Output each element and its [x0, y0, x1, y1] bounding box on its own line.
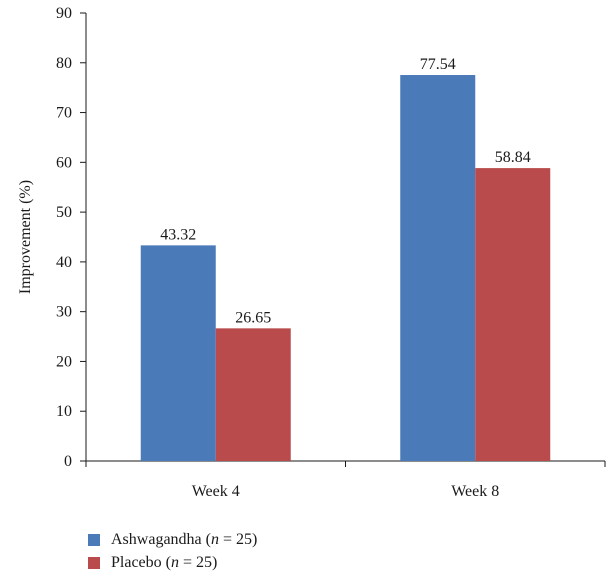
- legend-swatch: [88, 556, 100, 569]
- data-label: 26.65: [235, 309, 271, 326]
- bar: [215, 328, 291, 461]
- data-label: 77.54: [420, 56, 456, 73]
- x-tick-label: Week 8: [451, 483, 499, 500]
- bar-chart: 0 10 20 30 40 50 60 70 80 90 Week 4 Week 8 43.32 26…: [17, 5, 606, 500]
- data-label: 43.32: [160, 226, 196, 243]
- data-label: 58.84: [495, 149, 531, 166]
- data-labels: 43.32 26.65 77.54 58.84: [160, 56, 531, 326]
- legend-item: Ashwagandha (n = 25): [88, 528, 257, 551]
- legend: Ashwagandha (n = 25) Placebo (n = 25): [88, 528, 257, 574]
- y-tick-label: 10: [56, 403, 72, 420]
- y-tick-label: 60: [56, 154, 72, 171]
- bar: [140, 245, 216, 461]
- y-tick-label: 0: [64, 453, 72, 470]
- y-tick-label: 20: [56, 353, 72, 370]
- bar: [475, 168, 551, 462]
- y-tick-label: 40: [56, 254, 72, 271]
- legend-label: Ashwagandha (n = 25): [111, 530, 258, 548]
- legend-item: Placebo (n = 25): [88, 551, 257, 574]
- x-tick-label: Week 4: [192, 483, 240, 500]
- y-tick-label: 90: [56, 5, 72, 22]
- y-tick-label: 80: [56, 55, 72, 72]
- y-tick-label: 30: [56, 304, 72, 321]
- bars: [140, 75, 551, 462]
- y-tick-label: 50: [56, 204, 72, 221]
- x-axis: Week 4 Week 8: [85, 460, 606, 500]
- legend-swatch: [88, 533, 100, 546]
- y-tick-label: 70: [56, 105, 72, 122]
- bar: [400, 75, 476, 462]
- legend-label: Placebo (n = 25): [111, 553, 218, 571]
- y-axis: 0 10 20 30 40 50 60 70 80 90: [56, 5, 87, 470]
- y-axis-title: Improvement (%): [17, 180, 34, 294]
